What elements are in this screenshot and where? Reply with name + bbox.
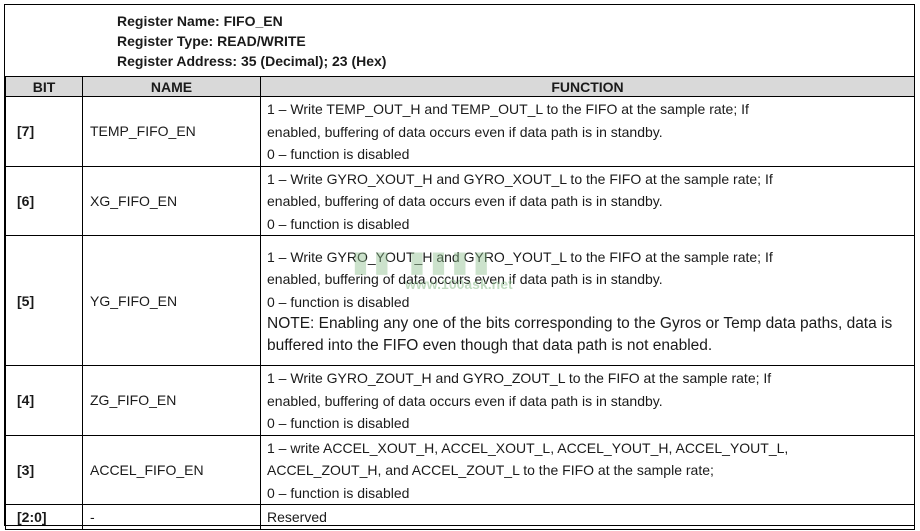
function-note: NOTE: Enabling any one of the bits corre… xyxy=(267,315,893,354)
function-cell: 1 – Write GYRO_XOUT_H and GYRO_XOUT_L to… xyxy=(260,165,915,236)
table-header-row: BIT NAME FUNCTION xyxy=(5,76,915,97)
name-cell: ZG_FIFO_EN xyxy=(82,365,261,436)
function-line: 0 – function is disabled xyxy=(267,146,410,162)
function-line: enabled, buffering of data occurs even i… xyxy=(267,271,663,288)
function-line: enabled, buffering of data occurs even i… xyxy=(267,193,663,209)
function-line: 1 – Write TEMP_OUT_H and TEMP_OUT_L to t… xyxy=(267,101,749,117)
name-cell: TEMP_FIFO_EN xyxy=(82,96,261,167)
function-line: 0 – function is disabled xyxy=(267,215,410,232)
function-line: 0 – function is disabled xyxy=(267,415,410,431)
function-line: 1 – Write GYRO_YOUT_H and GYRO_YOUT_L to… xyxy=(267,248,773,265)
register-type: Register Type: READ/WRITE xyxy=(117,33,306,49)
bit-cell: [2:0] xyxy=(5,504,83,530)
function-line: 1 – Write GYRO_ZOUT_H and GYRO_ZOUT_L to… xyxy=(267,370,772,386)
bit-cell: [6] xyxy=(5,165,83,236)
function-line: ACCEL_ZOUT_H, and ACCEL_ZOUT_L to the FI… xyxy=(267,462,714,478)
bit-cell: [5] xyxy=(5,235,83,366)
bit-cell: [4] xyxy=(5,365,83,436)
function-cell: 1 – write ACCEL_XOUT_H, ACCEL_XOUT_L, AC… xyxy=(260,434,915,505)
function-line: 0 – function is disabled xyxy=(267,293,410,310)
function-cell: Reserved xyxy=(260,504,915,530)
register-name: Register Name: FIFO_EN xyxy=(117,13,283,29)
name-cell: XG_FIFO_EN xyxy=(82,165,261,236)
function-line: 1 – Write GYRO_XOUT_H and GYRO_XOUT_L to… xyxy=(267,170,773,187)
register-document: Register Name: FIFO_EN Register Type: RE… xyxy=(4,4,915,530)
function-cell: 1 – Write GYRO_YOUT_H and GYRO_YOUT_L to… xyxy=(260,235,915,366)
table-row: [5] YG_FIFO_EN 1 – Write GYRO_YOUT_H and… xyxy=(5,235,915,366)
function-line: enabled, buffering of data occurs even i… xyxy=(267,392,663,409)
register-address: Register Address: 35 (Decimal); 23 (Hex) xyxy=(117,53,387,69)
name-cell: ACCEL_FIFO_EN xyxy=(82,434,261,505)
table-row: [7] TEMP_FIFO_EN 1 – Write TEMP_OUT_H an… xyxy=(5,96,915,167)
function-line: 0 – function is disabled xyxy=(267,484,410,501)
function-cell: 1 – Write TEMP_OUT_H and TEMP_OUT_L to t… xyxy=(260,96,915,167)
table-row: [2:0] - Reserved xyxy=(5,504,915,530)
function-line: enabled, buffering of data occurs even i… xyxy=(267,123,663,140)
header-bit: BIT xyxy=(5,76,83,97)
header-name: NAME xyxy=(82,76,261,97)
header-function: FUNCTION xyxy=(260,76,915,97)
function-line: 1 – write ACCEL_XOUT_H, ACCEL_XOUT_L, AC… xyxy=(267,439,789,456)
table-row: [3] ACCEL_FIFO_EN 1 – write ACCEL_XOUT_H… xyxy=(5,434,915,505)
name-cell: YG_FIFO_EN xyxy=(82,235,261,366)
bit-cell: [7] xyxy=(5,96,83,167)
register-table: BIT NAME FUNCTION [7] TEMP_FIFO_EN 1 – W… xyxy=(5,76,915,530)
bit-cell: [3] xyxy=(5,434,83,505)
register-info: Register Name: FIFO_EN Register Type: RE… xyxy=(117,11,386,71)
table-row: [4] ZG_FIFO_EN 1 – Write GYRO_ZOUT_H and… xyxy=(5,365,915,436)
function-cell: 1 – Write GYRO_ZOUT_H and GYRO_ZOUT_L to… xyxy=(260,365,915,436)
name-cell: - xyxy=(82,504,261,530)
table-row: [6] XG_FIFO_EN 1 – Write GYRO_XOUT_H and… xyxy=(5,165,915,236)
function-line: Reserved xyxy=(267,509,327,525)
